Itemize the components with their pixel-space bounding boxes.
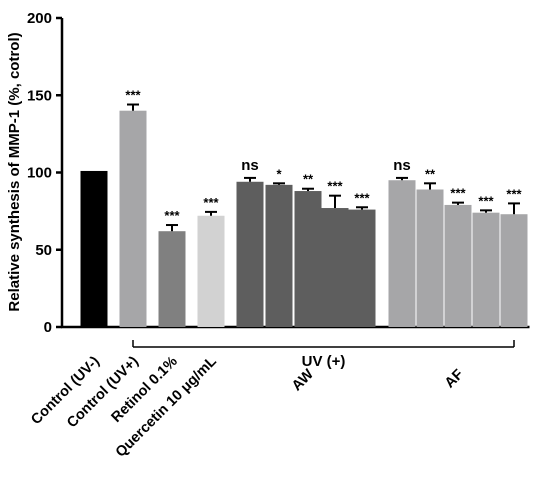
bar <box>294 191 322 327</box>
significance-label: *** <box>450 186 466 201</box>
bar <box>388 180 416 327</box>
y-tick-label: 100 <box>27 165 52 182</box>
bar <box>265 184 293 327</box>
x-tick-label: AF <box>442 366 467 391</box>
bar <box>197 215 225 327</box>
significance-label: *** <box>478 193 494 208</box>
bar <box>158 231 186 327</box>
significance-label: *** <box>203 195 219 210</box>
bar <box>500 214 528 327</box>
bar <box>236 181 264 327</box>
y-tick-label: 150 <box>27 87 52 104</box>
bar <box>348 209 376 327</box>
bar <box>119 110 147 327</box>
significance-label: ns <box>241 157 259 174</box>
significance-label: ** <box>303 172 314 187</box>
significance-label: ns <box>393 157 411 174</box>
x-tick-label: AW <box>289 366 317 394</box>
significance-label: *** <box>125 88 141 103</box>
significance-label: ** <box>425 166 436 181</box>
bracket-label: UV (+) <box>302 353 346 370</box>
significance-label: *** <box>354 190 370 205</box>
bars <box>80 103 528 327</box>
significance-label: *** <box>327 179 343 194</box>
bar <box>321 208 349 327</box>
y-tick-label: 50 <box>35 242 52 259</box>
bar <box>80 170 108 327</box>
significance-label: *** <box>164 208 180 223</box>
bar <box>444 204 472 327</box>
significance-label: *** <box>506 186 522 201</box>
x-tick-label: Control (UV-) <box>28 353 103 428</box>
bar <box>472 212 500 327</box>
y-tick-label: 200 <box>27 10 52 27</box>
y-tick-label: 0 <box>44 319 52 336</box>
significance-label: * <box>276 166 282 181</box>
bar <box>416 189 444 327</box>
y-axis-title: Relative synthesis of MMP-1 (%, cotrol) <box>6 32 23 311</box>
